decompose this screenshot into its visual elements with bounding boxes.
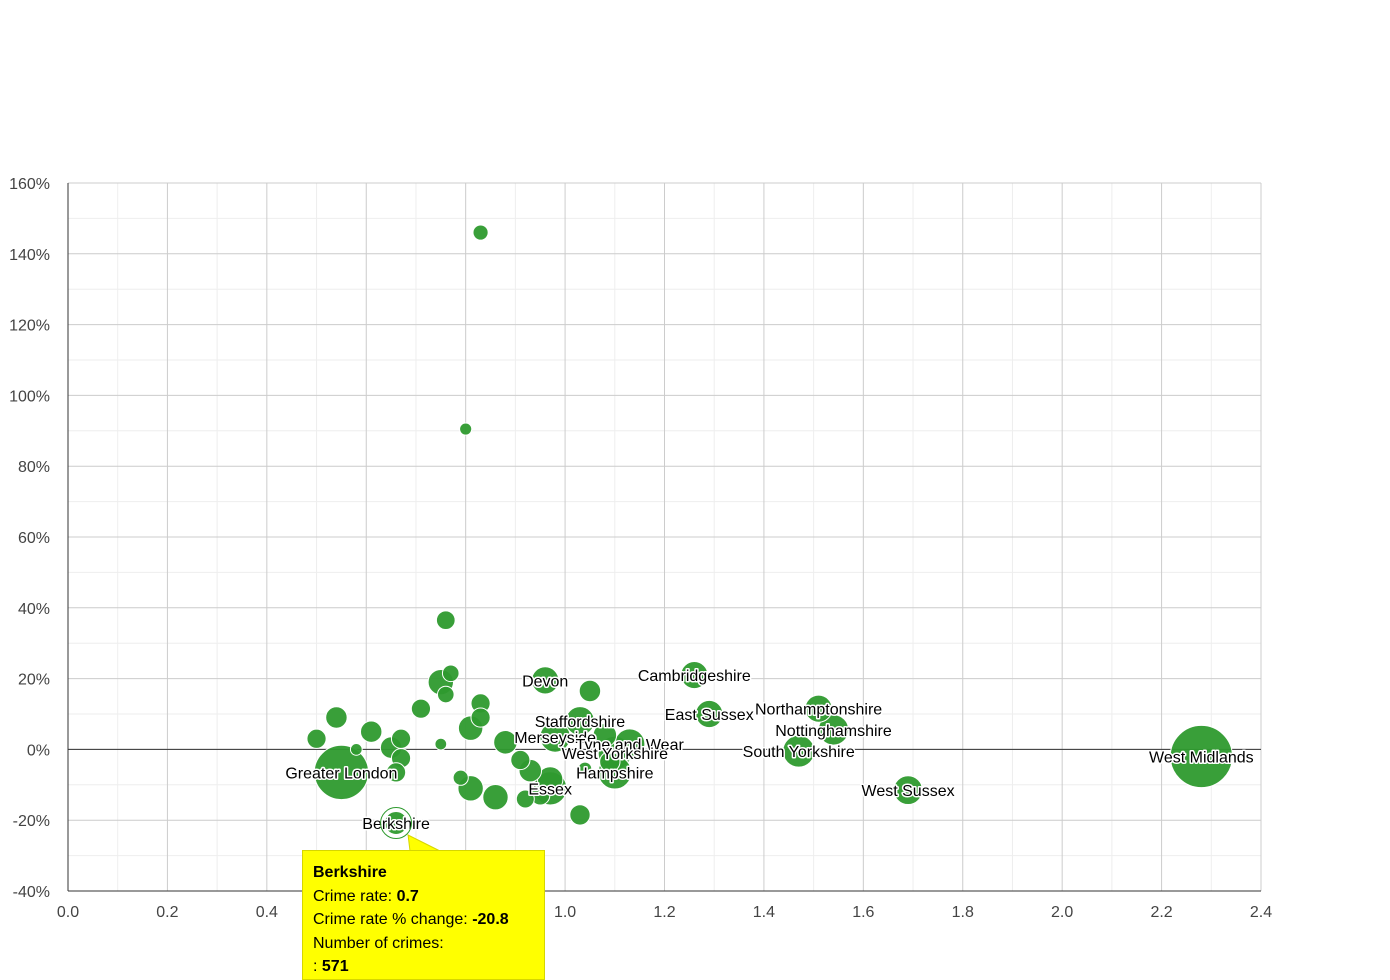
- tooltip-title: Berkshire: [313, 864, 387, 881]
- data-point: [435, 610, 456, 631]
- point-label: East Sussex: [665, 707, 754, 724]
- data-point: [441, 664, 460, 683]
- y-tick-label: -40%: [13, 884, 50, 901]
- data-point: [680, 660, 709, 690]
- x-tick-label: 2.2: [1150, 904, 1172, 921]
- tooltip-rate-value: 0.7: [396, 887, 419, 905]
- x-tick-label: 1.4: [753, 904, 775, 921]
- data-point: [470, 707, 491, 728]
- data-point: [592, 722, 618, 748]
- data-point: [893, 775, 923, 806]
- point-label: Cambridgeshire: [638, 668, 751, 685]
- point-label: Northamptonshire: [755, 702, 882, 719]
- point-label: Nottinghamshire: [775, 723, 892, 740]
- data-point: [313, 744, 370, 801]
- data-point: [565, 706, 595, 736]
- data-point: [359, 720, 383, 743]
- point-label: Staffordshire: [535, 714, 626, 731]
- data-point: [539, 721, 571, 753]
- data-point: [1169, 724, 1233, 789]
- tooltip-change-value: -20.8: [472, 911, 509, 928]
- data-point: [817, 714, 850, 746]
- data-point: [385, 762, 407, 783]
- y-tick-label: 140%: [9, 247, 50, 264]
- y-tick-label: 60%: [18, 530, 50, 547]
- point-label: South Yorkshire: [743, 744, 855, 761]
- data-point: [782, 734, 816, 768]
- data-point: [493, 730, 518, 755]
- tooltip-count-value: 571: [321, 958, 349, 975]
- data-point: [578, 679, 602, 703]
- x-tick-label: 2.4: [1250, 904, 1272, 921]
- y-tick-label: -20%: [13, 813, 50, 830]
- data-point: [577, 761, 593, 777]
- data-point: [349, 743, 363, 756]
- data-point: [515, 789, 535, 809]
- point-label: West Sussex: [862, 783, 955, 800]
- data-points: [306, 224, 1233, 836]
- tooltip-count-prefix: :: [313, 958, 322, 975]
- y-axis-tick-labels: 160% 140% 120% 100% 80% 60% 40% 20% 0% -20% -40%: [9, 176, 50, 901]
- x-tick-label: 1.2: [653, 904, 675, 921]
- point-labels: West Midlands Greater London West Sussex So…: [284, 667, 1255, 835]
- y-tick-label: 120%: [9, 318, 50, 335]
- y-tick-label: 40%: [18, 601, 50, 618]
- data-point: [306, 728, 327, 749]
- tooltip-arrow: [407, 834, 441, 852]
- data-point: [531, 666, 560, 695]
- data-point: [482, 783, 509, 811]
- point-tooltip: Berkshire Crime rate: 0.7 Crime rate % c…: [302, 850, 545, 980]
- x-tick-label: 1.8: [952, 904, 974, 921]
- highlight-ring: [380, 807, 413, 840]
- point-label: Essex: [528, 781, 572, 798]
- y-tick-label: 0%: [27, 742, 50, 759]
- point-label: Tyne and Wear: [576, 737, 685, 754]
- data-point: [510, 749, 531, 771]
- point-label: Hampshire: [576, 765, 653, 782]
- point-label: West Midlands: [1149, 749, 1254, 766]
- data-point: [434, 737, 448, 751]
- y-tick-label: 160%: [9, 176, 50, 193]
- data-point: [410, 698, 432, 719]
- x-axis-tick-labels: 0.00.20.40.60.81.01.21.41.61.82.02.22.4: [57, 904, 1272, 921]
- data-point: [614, 728, 646, 760]
- y-tick-label: 100%: [9, 388, 50, 405]
- tooltip-rate-label: Crime rate:: [313, 887, 397, 905]
- x-tick-label: 0.4: [256, 904, 278, 921]
- data-point: [599, 751, 621, 773]
- point-label: Berkshire: [362, 816, 430, 833]
- point-label: Greater London: [285, 765, 397, 782]
- data-point: [325, 706, 348, 729]
- tooltip-count-label: Number of crimes:: [313, 934, 444, 952]
- y-tick-label: 80%: [18, 459, 50, 476]
- data-point: [390, 728, 412, 749]
- point-label: West Yorkshire: [562, 746, 669, 763]
- data-point: [695, 699, 724, 729]
- x-tick-label: 0.2: [156, 904, 178, 921]
- x-tick-label: 1.6: [852, 904, 874, 921]
- data-point: [472, 224, 489, 241]
- y-tick-label: 20%: [18, 672, 50, 689]
- x-tick-label: 0.0: [57, 904, 79, 921]
- data-point: [569, 804, 591, 826]
- x-tick-label: 1.0: [554, 904, 576, 921]
- data-point: [804, 694, 833, 723]
- point-label: Devon: [522, 673, 568, 690]
- data-point: [384, 811, 409, 836]
- data-point: [452, 769, 469, 786]
- data-point: [459, 422, 473, 436]
- tooltip-change-label: Crime rate % change:: [313, 911, 473, 928]
- point-label: Merseyside: [514, 730, 596, 747]
- axes: [67, 183, 1261, 892]
- data-point: [436, 685, 455, 704]
- x-tick-label: 2.0: [1051, 904, 1073, 921]
